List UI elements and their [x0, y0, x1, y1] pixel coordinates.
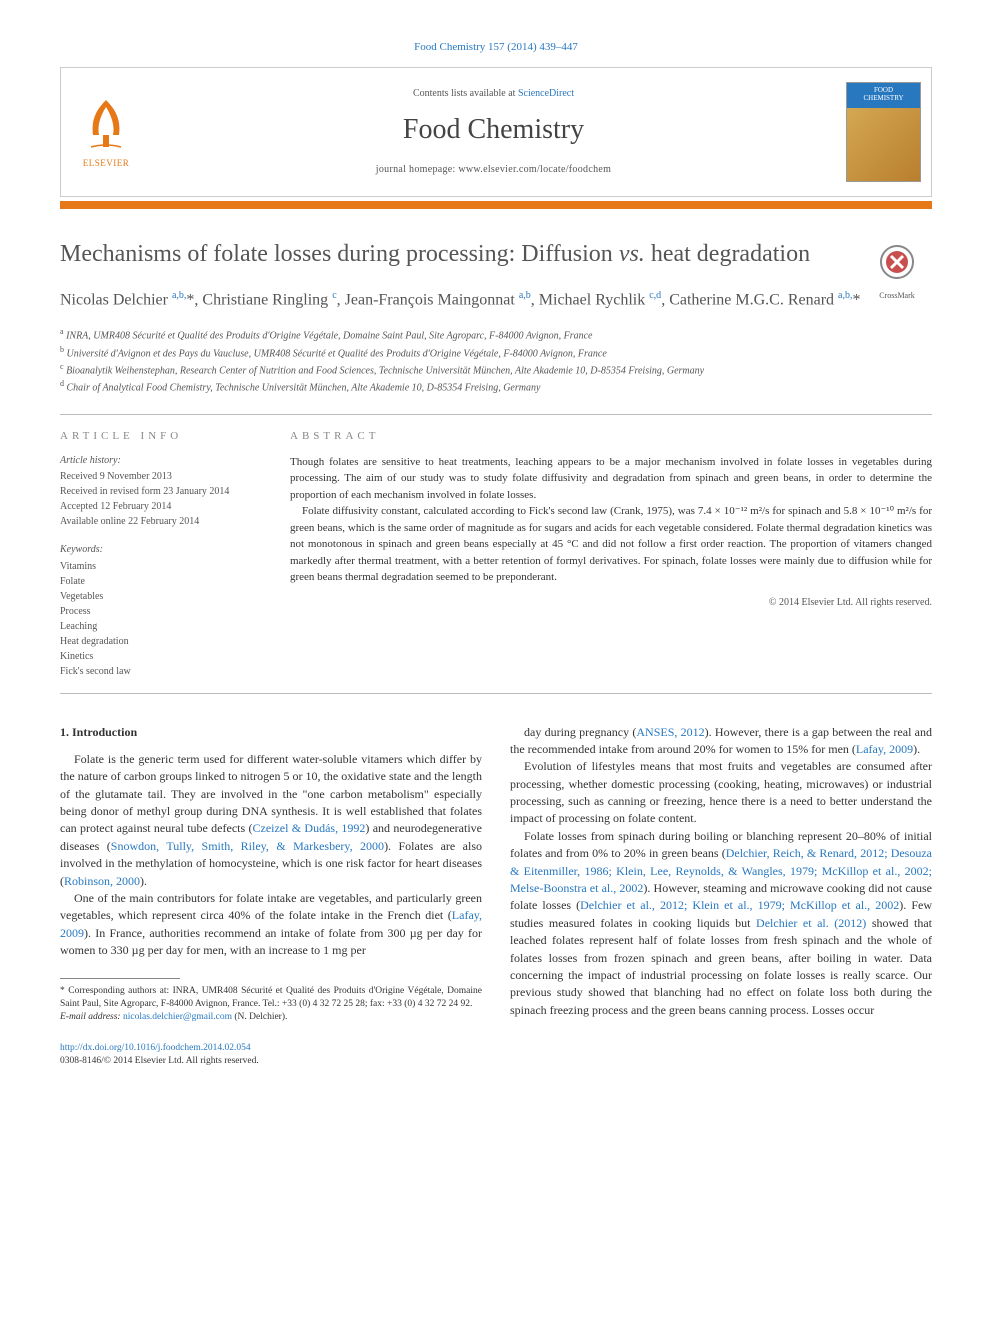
cover-image: [847, 108, 920, 182]
keyword-item: Heat degradation: [60, 634, 260, 649]
affiliations: a INRA, UMR408 Sécurité et Qualité des P…: [60, 326, 932, 395]
body-paragraph: Folate losses from spinach during boilin…: [510, 828, 932, 1019]
affiliation-item: a INRA, UMR408 Sécurité et Qualité des P…: [60, 326, 932, 343]
crossmark-badge[interactable]: CrossMark: [862, 244, 932, 302]
journal-reference: Food Chemistry 157 (2014) 439–447: [60, 40, 932, 55]
history-item: Accepted 12 February 2014: [60, 499, 260, 514]
elsevier-tree-icon: [81, 95, 131, 155]
contents-available: Contents lists available at ScienceDirec…: [141, 87, 846, 101]
history-item: Received in revised form 23 January 2014: [60, 484, 260, 499]
abstract-copyright: © 2014 Elsevier Ltd. All rights reserved…: [290, 596, 932, 610]
body-paragraph: One of the main contributors for folate …: [60, 890, 482, 960]
keyword-item: Kinetics: [60, 649, 260, 664]
email-label: E-mail address:: [60, 1012, 121, 1022]
orange-divider: [60, 201, 932, 209]
email-line: E-mail address: nicolas.delchier@gmail.c…: [60, 1011, 482, 1024]
title-pre: Mechanisms of folate losses during proce…: [60, 241, 619, 267]
abstract-paragraph: Though folates are sensitive to heat tre…: [290, 454, 932, 504]
affiliation-item: c Bioanalytik Weihenstephan, Research Ce…: [60, 361, 932, 378]
article-info-heading: ARTICLE INFO: [60, 429, 260, 444]
body-columns: 1. Introduction Folate is the generic te…: [60, 724, 932, 1025]
body-paragraph: Evolution of lifestyles means that most …: [510, 758, 932, 828]
history-item: Received 9 November 2013: [60, 469, 260, 484]
body-paragraph: Folate is the generic term used for diff…: [60, 751, 482, 890]
authors-line: Nicolas Delchier a,b,*, Christiane Ringl…: [60, 288, 932, 312]
affiliation-item: d Chair of Analytical Food Chemistry, Te…: [60, 378, 932, 395]
body-paragraph: day during pregnancy (ANSES, 2012). Howe…: [510, 724, 932, 759]
keyword-item: Folate: [60, 574, 260, 589]
abstract-heading: ABSTRACT: [290, 429, 932, 444]
journal-header: ELSEVIER Contents lists available at Sci…: [60, 67, 932, 197]
intro-heading: 1. Introduction: [60, 724, 482, 741]
elsevier-logo[interactable]: ELSEVIER: [71, 87, 141, 177]
history-label: Article history:: [60, 454, 260, 468]
title-post: heat degradation: [645, 241, 810, 267]
contents-text: Contents lists available at: [413, 88, 518, 99]
cover-title-top: FOOD: [874, 86, 893, 94]
keyword-item: Fick's second law: [60, 664, 260, 679]
keyword-item: Vegetables: [60, 589, 260, 604]
abstract-paragraph: Folate diffusivity constant, calculated …: [290, 503, 932, 586]
footer-separator: [60, 978, 180, 979]
email-link[interactable]: nicolas.delchier@gmail.com: [123, 1012, 232, 1022]
sciencedirect-link[interactable]: ScienceDirect: [518, 88, 574, 99]
journal-cover-thumb[interactable]: FOOD CHEMISTRY: [846, 82, 921, 182]
elsevier-label: ELSEVIER: [83, 157, 130, 169]
column-left: 1. Introduction Folate is the generic te…: [60, 724, 482, 1025]
abstract-text: Though folates are sensitive to heat tre…: [290, 454, 932, 586]
meta-section: ARTICLE INFO Article history: Received 9…: [60, 414, 932, 694]
corresponding-note: * Corresponding authors at: INRA, UMR408…: [60, 985, 482, 1012]
issn-copyright: 0308-8146/© 2014 Elsevier Ltd. All right…: [60, 1055, 932, 1068]
article-title: Mechanisms of folate losses during proce…: [60, 239, 932, 270]
journal-homepage: journal homepage: www.elsevier.com/locat…: [141, 163, 846, 177]
doi-link[interactable]: http://dx.doi.org/10.1016/j.foodchem.201…: [60, 1042, 932, 1055]
corresponding-text: * Corresponding authors at: INRA, UMR408…: [60, 986, 482, 1009]
crossmark-label: CrossMark: [862, 291, 932, 301]
affiliation-item: b Université d'Avignon et des Pays du Va…: [60, 344, 932, 361]
column-right: day during pregnancy (ANSES, 2012). Howe…: [510, 724, 932, 1025]
journal-name: Food Chemistry: [141, 111, 846, 149]
keyword-item: Vitamins: [60, 559, 260, 574]
keyword-item: Leaching: [60, 619, 260, 634]
history-item: Available online 22 February 2014: [60, 514, 260, 529]
email-name: (N. Delchier).: [234, 1012, 287, 1022]
keyword-item: Process: [60, 604, 260, 619]
keywords-label: Keywords:: [60, 543, 260, 557]
crossmark-icon: [879, 244, 915, 280]
title-italic: vs.: [619, 241, 645, 267]
cover-title-bottom: CHEMISTRY: [863, 94, 903, 102]
